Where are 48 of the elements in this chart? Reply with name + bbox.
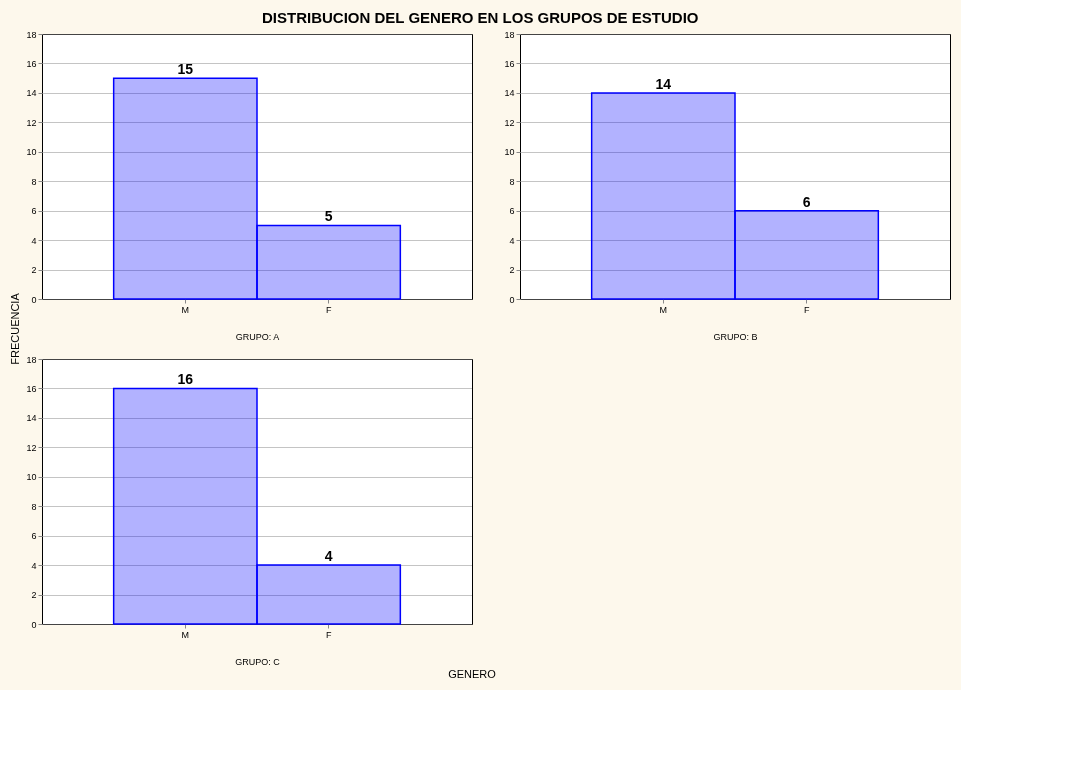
x-tick-label: M [181, 629, 190, 640]
y-tick-label: 2 [509, 265, 515, 276]
data-label: 15 [177, 61, 194, 78]
y-tick-label: 10 [26, 147, 37, 158]
y-tick-label: 16 [26, 383, 37, 394]
y-tick-label: 8 [31, 176, 37, 187]
y-tick-label: 8 [31, 501, 37, 512]
y-tick-label: 2 [31, 590, 37, 601]
y-tick-label: 6 [31, 206, 37, 217]
y-tick-label: 8 [509, 176, 515, 187]
text: GRUPO: B [713, 331, 758, 342]
y-tick-label: 12 [26, 117, 37, 128]
x-axis-title: GENERO [448, 668, 497, 680]
y-tick-label: 10 [504, 147, 515, 158]
y-tick-label: 12 [26, 442, 37, 453]
y-tick-label: 2 [31, 265, 37, 276]
y-tick-label: 6 [509, 206, 515, 217]
y-tick-label: 6 [31, 531, 37, 542]
x-tick-label: M [181, 304, 190, 315]
y-tick-label: 4 [31, 560, 37, 571]
y-tick-label: 4 [31, 235, 37, 246]
data-label: 16 [177, 371, 194, 388]
y-tick-label: 0 [31, 294, 37, 305]
y-tick-label: 0 [31, 619, 37, 630]
y-tick-label: 18 [504, 29, 515, 40]
y-tick-label: 18 [26, 29, 37, 40]
x-tick-label: M [659, 304, 668, 315]
y-tick-label: 14 [26, 88, 37, 99]
data-label: 14 [655, 75, 672, 92]
y-axis-title: FRECUENCIA [9, 292, 21, 365]
x-tick-label: F [803, 304, 810, 315]
y-tick-label: 16 [26, 58, 37, 69]
y-tick-label: 10 [26, 472, 37, 483]
y-tick-label: 14 [26, 413, 37, 424]
data-label: 5 [324, 208, 333, 225]
data-label: 6 [802, 193, 811, 210]
y-tick-label: 12 [504, 117, 515, 128]
y-tick-label: 0 [509, 294, 515, 305]
data-label: 4 [324, 548, 333, 565]
x-tick-label: F [325, 304, 332, 315]
y-tick-label: 14 [504, 88, 515, 99]
text: GRUPO: A [235, 331, 280, 342]
y-tick-label: 4 [509, 235, 515, 246]
chart-title: DISTRIBUCION DEL GENERO EN LOS GRUPOS DE ESTUDIO [262, 8, 699, 26]
y-tick-label: 16 [504, 58, 515, 69]
text: GRUPO: C [235, 656, 281, 667]
x-tick-label: F [325, 629, 332, 640]
y-tick-label: 18 [26, 354, 37, 365]
